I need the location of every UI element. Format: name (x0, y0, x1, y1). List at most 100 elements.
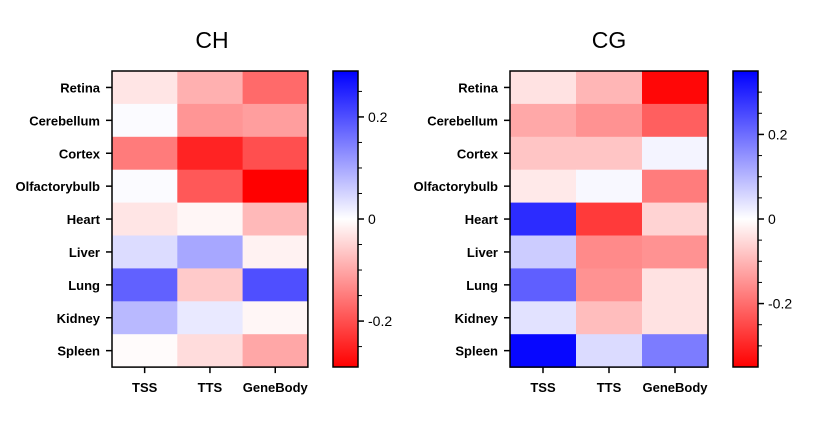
heatmap-cell (177, 268, 244, 302)
heatmap-cell (177, 71, 244, 105)
heatmap-cell (576, 334, 643, 368)
row-label: Spleen (455, 344, 498, 359)
heatmap-cell (642, 301, 709, 335)
heatmap-cell (576, 136, 643, 171)
heatmap-cell (510, 235, 577, 269)
heatmap-cell (112, 136, 178, 171)
row-label: Liver (467, 245, 498, 260)
heatmap-cell (242, 202, 309, 237)
colorbar-tick-label: -0.2 (368, 313, 392, 329)
heatmap-cell (177, 202, 244, 237)
row-label: Lung (466, 278, 498, 293)
heatmap-cell (576, 202, 643, 237)
row-label: Liver (69, 245, 100, 260)
heatmap-cell (510, 268, 577, 302)
heatmap-cell (112, 268, 178, 302)
heatmap-cell (642, 136, 709, 171)
heatmap-cell (576, 235, 643, 269)
heatmap-cell (576, 268, 643, 302)
colorbar-tick-label: -0.2 (768, 296, 792, 312)
heatmap-cell (642, 169, 709, 204)
column-label: TTS (198, 380, 223, 395)
heatmap-cell (112, 202, 178, 237)
colorbar: 0.2 0 -0.2 (732, 70, 792, 368)
column-label: TTS (597, 380, 622, 395)
row-labels: Retina Cerebellum Cortex Olfactorybulb H… (413, 80, 498, 358)
column-label: GeneBody (243, 380, 309, 395)
row-labels: Retina Cerebellum Cortex Olfactorybulb H… (15, 80, 100, 358)
heatmap-cell (576, 103, 643, 138)
heatmap-cell (177, 136, 244, 171)
row-label: Retina (60, 80, 101, 95)
heatmap-cell (576, 71, 643, 105)
colorbar-tick-label: 0 (768, 211, 776, 227)
row-label: Cerebellum (29, 113, 100, 128)
heatmap-cell (177, 301, 244, 335)
colorbar-gradient (332, 70, 359, 368)
row-label: Cortex (457, 146, 499, 161)
heatmap-cell (510, 71, 577, 105)
heatmap-cell (242, 136, 309, 171)
row-label: Cerebellum (427, 113, 498, 128)
heatmap-cell (242, 334, 309, 368)
colorbar-tick-label: 0.2 (768, 126, 788, 142)
heatmap-cell (177, 169, 244, 204)
heatmap-cell (242, 103, 309, 138)
row-label: Heart (67, 212, 101, 227)
colorbar-ticks (358, 90, 364, 348)
heatmap-cell (642, 103, 709, 138)
heatmap-cell (510, 202, 577, 237)
heatmap-cell (242, 235, 309, 269)
heatmap-cell (242, 268, 309, 302)
heatmap-cell (112, 334, 178, 368)
heatmap-cell (242, 169, 309, 204)
row-label: Heart (465, 212, 499, 227)
heatmap-cell (177, 334, 244, 368)
heatmap-cell (510, 334, 577, 368)
column-labels: TSS TTS GeneBody (132, 380, 309, 395)
row-label: Spleen (57, 344, 100, 359)
heatmap-cells (112, 71, 309, 368)
colorbar-ticks (758, 91, 764, 347)
row-label: Olfactorybulb (15, 179, 100, 194)
heatmap-cell (242, 71, 309, 105)
heatmap-cell (177, 235, 244, 269)
heatmap-cell (642, 202, 709, 237)
heatmap-cell (642, 71, 709, 105)
heatmap-cell (177, 103, 244, 138)
row-label: Olfactorybulb (413, 179, 498, 194)
heatmap-cell (642, 268, 709, 302)
heatmap-cell (510, 169, 577, 204)
heatmap-cell (112, 301, 178, 335)
column-label: GeneBody (642, 380, 708, 395)
heatmap-cell (242, 301, 309, 335)
heatmap-cell (510, 136, 577, 171)
row-label: Cortex (59, 146, 101, 161)
heatmap-cell (112, 103, 178, 138)
heatmap-cell (112, 71, 178, 105)
row-label: Kidney (455, 311, 499, 326)
column-labels: TSS TTS GeneBody (530, 380, 708, 395)
colorbar: 0.2 0 -0.2 (332, 70, 392, 368)
heatmap-cell (642, 334, 709, 368)
heatmap-cell (112, 169, 178, 204)
heatmap-axes (106, 70, 309, 374)
heatmap-cell (510, 301, 577, 335)
column-label: TSS (530, 380, 556, 395)
row-label: Kidney (57, 311, 101, 326)
heatmap-cells (510, 71, 709, 368)
panel-title: CH (195, 27, 228, 53)
heatmap-cell (112, 235, 178, 269)
row-label: Retina (458, 80, 499, 95)
heatmap-panel-cg: CG Retina Cerebellum Cortex Olfactorybul… (413, 27, 792, 395)
colorbar-tick-label: 0 (368, 211, 376, 227)
heatmap-cell (576, 301, 643, 335)
heatmap-panel-ch: CH Retina Cerebellum Cortex Olfactorybul… (15, 27, 392, 395)
colorbar-tick-label: 0.2 (368, 109, 388, 125)
column-label: TSS (132, 380, 158, 395)
colorbar-gradient (732, 70, 759, 368)
row-label: Lung (68, 278, 100, 293)
heatmap-axes (504, 70, 709, 374)
